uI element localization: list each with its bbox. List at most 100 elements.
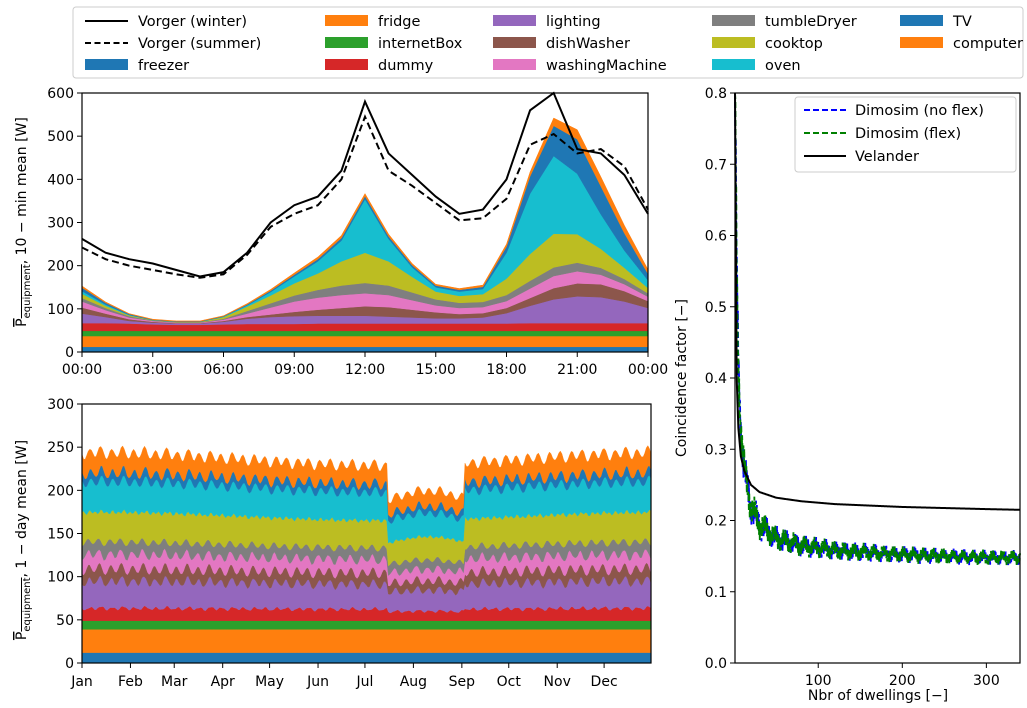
ytick-label: 0.6	[705, 229, 727, 245]
line-vorger-summer	[81, 114, 649, 279]
ytick-label: 200	[47, 259, 74, 275]
legend-swatch-dishwasher	[493, 37, 536, 48]
xtick-label: Jun	[306, 674, 329, 690]
xtick-label: May	[255, 674, 284, 690]
annual-profile-ylabel: Pequipment, 1 − day mean [W]	[14, 440, 33, 640]
coincidence-frame	[734, 92, 1021, 664]
ytick-label: 0.0	[705, 656, 727, 672]
area-internetbox	[81, 330, 649, 337]
xtick-label: Sep	[449, 674, 476, 690]
xtick-label: Apr	[211, 674, 235, 690]
xtick-label: Aug	[400, 674, 427, 690]
ytick-label: 300	[47, 397, 74, 413]
legend-frame	[72, 6, 1024, 79]
coincidence-legend-label-velander: Velander	[855, 149, 919, 165]
xtick-label: Oct	[497, 674, 522, 690]
xtick-label: 03:00	[133, 362, 173, 378]
ytick-label: 0.8	[705, 86, 727, 102]
coincidence-legend-label-dimosim-no-flex: Dimosim (no flex)	[855, 103, 984, 119]
legend-swatch-fridge	[325, 15, 368, 26]
legend-entry-tv: TV	[900, 14, 972, 30]
legend-entry-vorger-summer: Vorger (summer)	[85, 36, 261, 52]
legend-swatch-freezer	[85, 59, 128, 70]
annual-profile-ylabel-sub: equipment	[22, 577, 33, 631]
xtick-label: Jan	[70, 674, 93, 690]
legend-swatch-washingmachine	[493, 59, 536, 70]
xtick-label: 15:00	[416, 362, 456, 378]
xtick-label: Jul	[355, 674, 373, 690]
annual-profile-chart: 0 50 100 150 200 250 300 Jan Feb Mar Apr May Jun Jul A…	[14, 397, 652, 690]
xtick-label: 06:00	[203, 362, 243, 378]
xtick-label: Nov	[544, 674, 571, 690]
ytick-label: 50	[56, 613, 74, 629]
legend-label-dummy: dummy	[378, 58, 434, 74]
ytick-label: 300	[47, 216, 74, 232]
legend-swatch-lighting	[493, 15, 536, 26]
legend-label-vorger-summer: Vorger (summer)	[138, 36, 261, 52]
xtick-label: 18:00	[486, 362, 526, 378]
legend-label-tumbledryer: tumbleDryer	[765, 14, 857, 30]
coincidence-legend-entry-dimosim-no-flex: Dimosim (no flex)	[804, 103, 984, 119]
coincidence-xlabel: Nbr of dwellings [−]	[808, 688, 948, 704]
line-dimosim-flex	[734, 92, 1021, 566]
legend-label-internetbox: internetBox	[378, 36, 463, 52]
legend-label-lighting: lighting	[546, 14, 601, 30]
area-fridge	[81, 335, 649, 348]
coincidence-legend-frame	[794, 96, 1017, 173]
ytick-label: 250	[47, 440, 74, 456]
xtick-label: 21:00	[557, 362, 597, 378]
xtick-label: 200	[889, 673, 916, 689]
legend-entry-dummy: dummy	[325, 58, 434, 74]
ytick-label: 0.2	[705, 514, 727, 530]
ytick-label: 100	[47, 302, 74, 318]
daily-profile-chart: 0 100 200 300 400 500 600 00:00 03:00 06:00 09:00 1…	[14, 86, 668, 378]
legend-entry-oven: oven	[712, 58, 801, 74]
legend-label-computer: computer	[953, 36, 1023, 52]
xtick-label: 00:00	[628, 362, 668, 378]
ytick-label: 200	[47, 483, 74, 499]
area-fridge	[81, 629, 652, 653]
ytick-label: 0	[65, 345, 74, 361]
ytick-label: 0.7	[705, 157, 727, 173]
legend-entry-freezer: freezer	[85, 58, 189, 74]
area-freezer	[81, 346, 649, 353]
daily-profile-ylabel-rest: , 10 − min mean [W]	[14, 117, 30, 264]
legend-label-fridge: fridge	[378, 14, 421, 30]
legend-swatch-tv	[900, 15, 943, 26]
annual-profile-ylabel-main: P	[14, 632, 30, 640]
xtick-label: 09:00	[274, 362, 314, 378]
legend-swatch-computer	[900, 37, 943, 48]
legend-swatch-cooktop	[712, 37, 755, 48]
legend-entry-lighting: lighting	[493, 14, 601, 30]
xtick-label: 100	[805, 673, 832, 689]
ytick-label: 0.4	[705, 371, 727, 387]
legend-entry-washingmachine: washingMachine	[493, 58, 667, 74]
legend-entry-cooktop: cooktop	[712, 36, 823, 52]
legend-entry-dishwasher: dishWasher	[493, 36, 630, 52]
xtick-label: Feb	[118, 674, 143, 690]
legend-label-washingmachine: washingMachine	[546, 58, 667, 74]
ytick-label: 600	[47, 86, 74, 102]
legend-label-dishwasher: dishWasher	[546, 36, 630, 52]
legend-entry-fridge: fridge	[325, 14, 421, 30]
ytick-label: 400	[47, 172, 74, 188]
legend-swatch-dummy	[325, 59, 368, 70]
coincidence-chart: 0.0 0.1 0.2 0.3 0.4 0.5 0.6 0.7 0.8 100 200 300 Nbr…	[674, 86, 1021, 704]
xtick-label: 12:00	[345, 362, 385, 378]
legend-swatch-internetbox	[325, 37, 368, 48]
ytick-label: 0.5	[705, 300, 727, 316]
daily-profile-ylabel-sub: equipment	[22, 264, 33, 318]
legend-swatch-tumbledryer	[712, 15, 755, 26]
legend-label-oven: oven	[765, 58, 801, 74]
ytick-label: 0.3	[705, 442, 727, 458]
xtick-label: Dec	[591, 674, 618, 690]
ytick-label: 150	[47, 527, 74, 543]
ytick-label: 100	[47, 570, 74, 586]
daily-profile-ylabel: Pequipment, 10 − min mean [W]	[14, 117, 33, 327]
legend-entry-computer: computer	[900, 36, 1023, 52]
legend-entry-vorger-winter: Vorger (winter)	[85, 14, 247, 30]
daily-profile-ylabel-main: P	[14, 318, 30, 326]
coincidence-legend: Dimosim (no flex) Dimosim (flex) Velander	[794, 96, 1017, 173]
legend-label-freezer: freezer	[138, 58, 189, 74]
